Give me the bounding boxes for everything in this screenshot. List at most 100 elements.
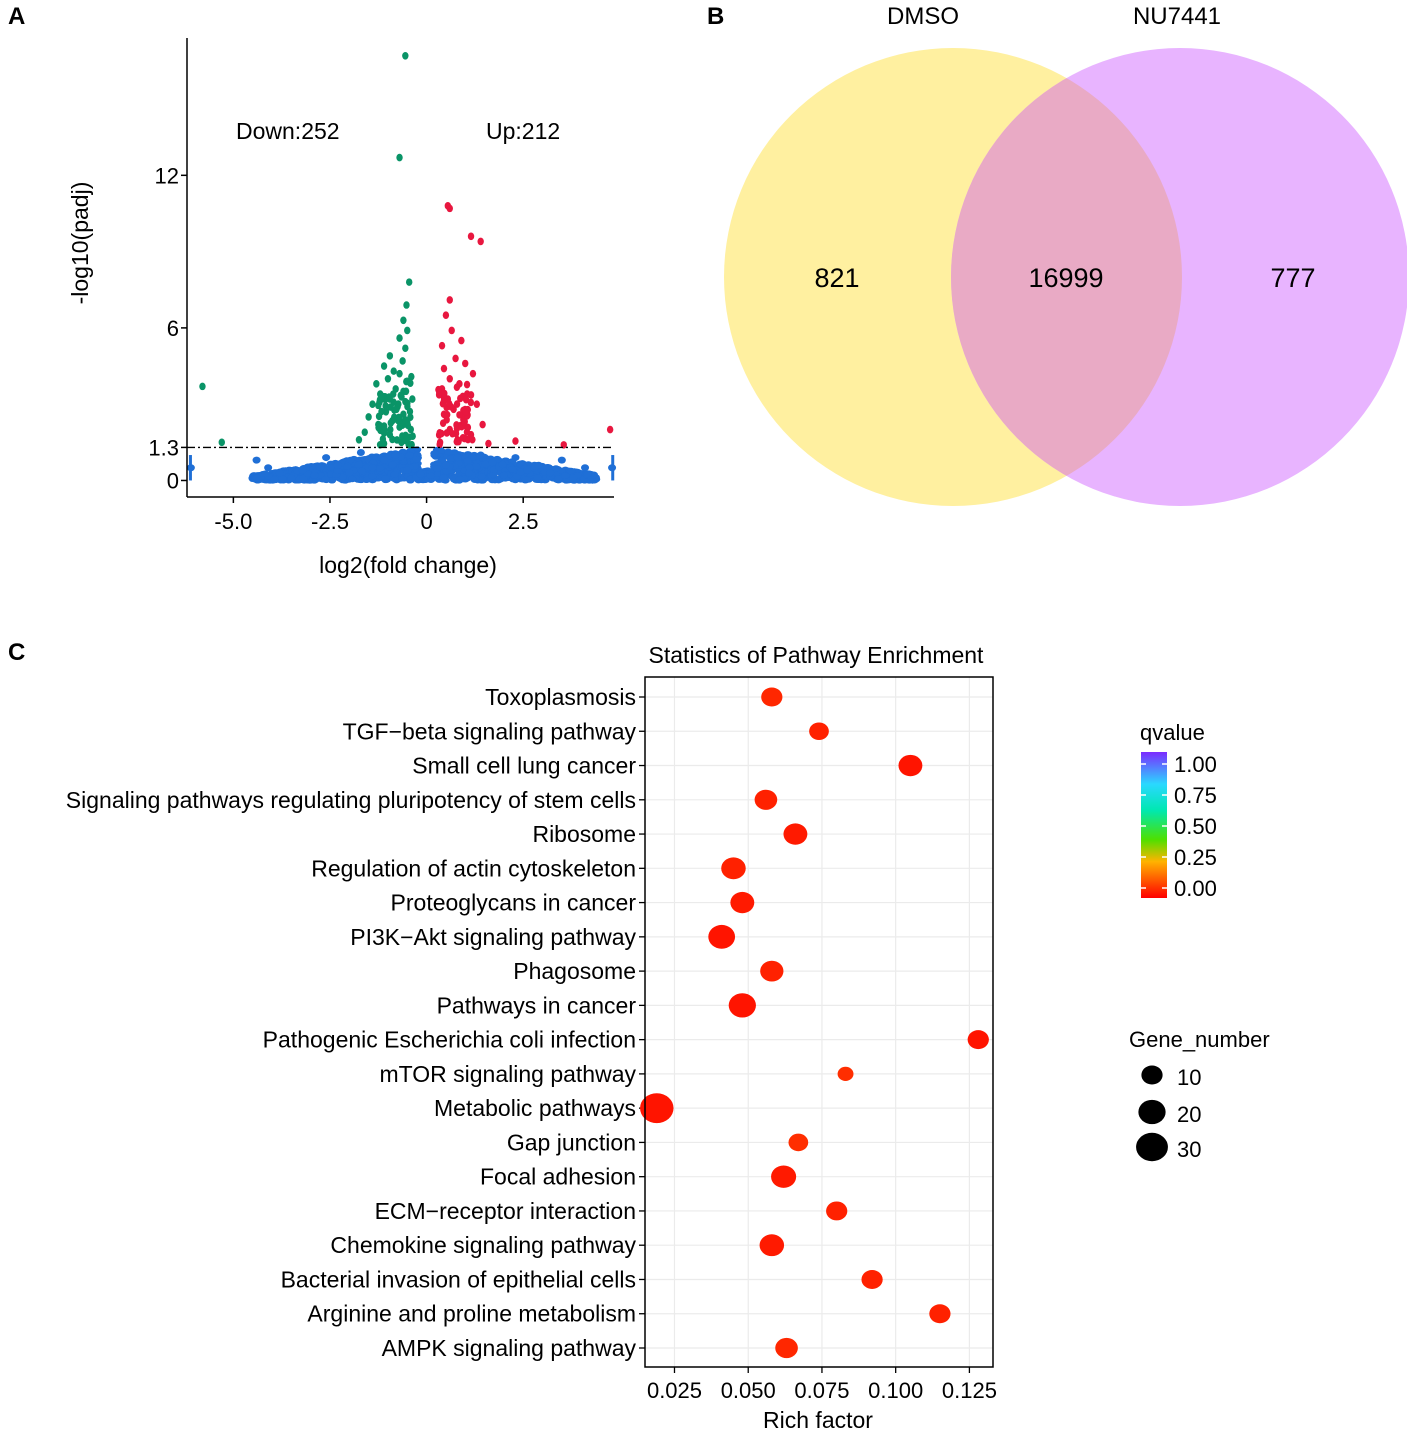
bubble-point [754, 789, 778, 810]
volcano-point-up [462, 408, 470, 416]
volcano-point-ns [432, 460, 442, 467]
qvalue-legend-label: 0.00 [1174, 876, 1217, 901]
volcano-x-tick-label: 0 [420, 509, 432, 534]
volcano-point-ns [481, 460, 491, 468]
bubble-plot-frame [644, 676, 994, 1368]
bubble-x-tick-label: 0.050 [721, 1378, 776, 1403]
volcano-point-up [436, 440, 443, 449]
volcano-edge-points-right [611, 455, 615, 481]
volcano-point-up [464, 423, 472, 432]
volcano-point-ns [569, 474, 578, 482]
volcano-point-ns [363, 455, 372, 463]
bubble-point [898, 754, 923, 777]
volcano-point-down [355, 435, 363, 444]
volcano-point-ns [583, 470, 592, 478]
bubble-category-label: Arginine and proline metabolism [307, 1301, 636, 1327]
bubble-x-tick-label: 0.100 [868, 1378, 923, 1403]
volcano-point-down [375, 423, 382, 432]
volcano-point-up [479, 420, 486, 429]
volcano-point-ns [430, 450, 439, 457]
volcano-point-ns [368, 464, 377, 472]
volcano-point-up [446, 204, 453, 213]
volcano-point-up [449, 429, 456, 438]
bubble-category-label: Pathways in cancer [437, 992, 637, 1018]
volcano-point-ns [375, 464, 385, 472]
volcano-point-ns [439, 474, 448, 481]
volcano-point-ns [533, 474, 542, 481]
volcano-y-tick-label: 6 [167, 316, 179, 341]
volcano-point-up [477, 237, 484, 246]
gene-number-legend-label: 20 [1177, 1102, 1201, 1127]
volcano-point-ns [412, 456, 422, 463]
bubble-category-label: Small cell lung cancer [412, 753, 636, 779]
bubble-x-tick-label: 0.125 [942, 1378, 997, 1403]
volcano-point-down [402, 436, 410, 445]
volcano-point-ns [368, 472, 377, 480]
volcano-point-down [399, 357, 406, 365]
volcano-point-down [361, 428, 368, 436]
volcano-point-up [436, 429, 443, 437]
volcano-point-ns [477, 473, 486, 480]
volcano-point-ns [252, 474, 262, 482]
bubble-plot-area [645, 677, 993, 1367]
volcano-point-ns [322, 454, 331, 462]
down-count-label: Down:252 [236, 118, 340, 144]
volcano-down-points [199, 52, 416, 449]
volcano-point-ns [551, 465, 561, 472]
volcano-plot: 0 1.3 6 12 -5.0 -2.5 0 2.5 Down:252 Up:212 log… [67, 38, 617, 578]
volcano-point-down [375, 412, 383, 421]
volcano-point-down [380, 362, 388, 370]
volcano-point-ns [275, 469, 284, 477]
volcano-point-up [448, 326, 455, 335]
bubble-x-label: Rich factor [763, 1407, 873, 1431]
volcano-point-ns [534, 461, 543, 469]
volcano-point-down [403, 301, 410, 309]
volcano-point-down [199, 382, 206, 391]
volcano-point-ns [278, 475, 287, 483]
volcano-point-ns [338, 473, 348, 481]
volcano-y-label: -log10(padj) [67, 182, 93, 305]
bubble-category-label: Metabolic pathways [434, 1095, 636, 1121]
volcano-point-up [446, 296, 453, 304]
bubble-point [967, 1030, 989, 1050]
volcano-point-ns [465, 469, 474, 477]
volcano-point-down [408, 440, 415, 449]
volcano-point-ns [298, 466, 307, 474]
volcano-point-ns [310, 471, 319, 479]
volcano-point-ns [403, 466, 412, 474]
volcano-point-up [444, 410, 451, 419]
volcano-point-down [373, 380, 380, 388]
volcano-point-down [400, 316, 407, 325]
qvalue-colorbar [1141, 752, 1167, 898]
volcano-point-up [461, 418, 468, 427]
volcano-up-points [435, 202, 614, 449]
volcano-point-down [396, 369, 403, 378]
bubble-point [721, 857, 746, 880]
bubble-category-label: Toxoplasmosis [485, 684, 636, 710]
venn-overlap-region [951, 48, 1182, 506]
volcano-point-up [469, 369, 477, 378]
venn-set-label-nu7441: NU7441 [1133, 3, 1221, 30]
bubble-point [760, 960, 784, 982]
panel-label-c: C [8, 639, 25, 666]
volcano-y-tick-label: 1.3 [148, 435, 179, 460]
pathway-bubble-chart: Statistics of Pathway Enrichment Toxopla… [66, 642, 1270, 1431]
up-count-label: Up:212 [486, 118, 560, 144]
volcano-point-down [382, 408, 390, 416]
bubble-category-label: AMPK signaling pathway [382, 1335, 637, 1361]
volcano-point-down [380, 422, 388, 430]
volcano-point-down [405, 278, 413, 286]
venn-count-intersection: 16999 [1028, 263, 1103, 293]
volcano-y-tick-label: 0 [167, 468, 179, 493]
volcano-point-up [438, 341, 446, 350]
gene-number-legend-dot [1136, 1132, 1168, 1162]
bubble-title: Statistics of Pathway Enrichment [649, 642, 985, 668]
qvalue-legend-labels: 1.00 0.75 0.50 0.25 0.00 [1141, 752, 1217, 901]
bubble-point [788, 1133, 809, 1152]
gene-number-legend-dot [1141, 1065, 1163, 1085]
bubble-point [775, 1337, 798, 1359]
volcano-point-ns [315, 464, 325, 471]
volcano-point-up [442, 311, 450, 319]
volcano-point-ns [405, 452, 414, 459]
